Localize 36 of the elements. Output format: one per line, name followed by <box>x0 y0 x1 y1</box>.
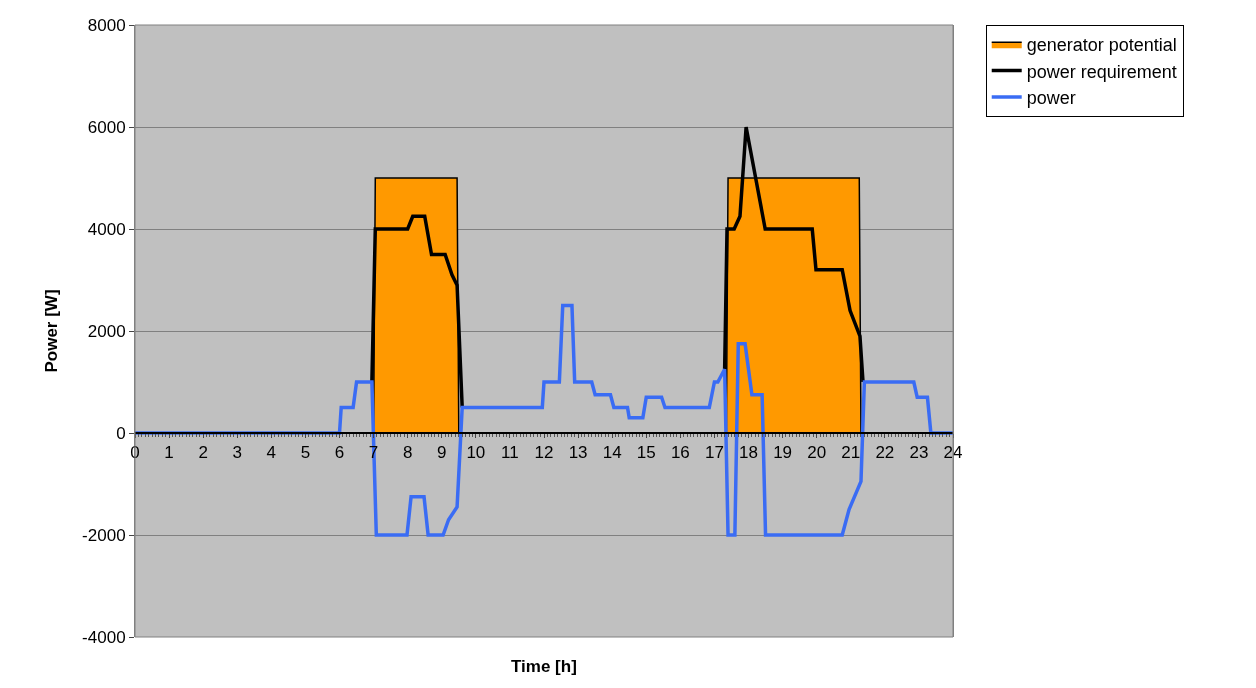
y-tick-label: 8000 <box>87 15 126 35</box>
x-tick-label: 9 <box>437 443 447 463</box>
x-tick-label: 0 <box>130 443 140 463</box>
legend-label: power <box>1026 88 1076 109</box>
x-tick-label: 8 <box>402 443 413 463</box>
y-tick-label: 4000 <box>87 219 126 239</box>
x-tick-label: 14 <box>602 443 622 463</box>
x-axis-title: Time [h] <box>511 657 577 676</box>
y-tick-label: -2000 <box>82 525 126 545</box>
x-tick-label: 16 <box>670 443 690 463</box>
x-tick-label: 12 <box>534 443 554 463</box>
x-tick-label: 5 <box>300 443 311 463</box>
x-tick-label: 1 <box>164 443 174 463</box>
x-tick-label: 23 <box>909 443 929 463</box>
x-tick-label: 10 <box>466 443 486 463</box>
y-tick-label: 6000 <box>87 117 126 137</box>
x-tick-label: 24 <box>943 443 963 463</box>
x-tick-label: 13 <box>568 443 588 463</box>
x-tick-label: 3 <box>232 443 242 463</box>
x-tick-label: 22 <box>875 443 895 463</box>
x-tick-label: 6 <box>334 443 345 463</box>
y-tick-label: -4000 <box>82 627 126 647</box>
x-tick-label: 4 <box>266 443 277 463</box>
legend-label: power requirement <box>1026 61 1177 82</box>
y-axis-title: Power [W] <box>41 289 61 373</box>
x-tick-label: 2 <box>198 443 208 463</box>
x-tick-label: 18 <box>739 443 758 463</box>
x-tick-label: 15 <box>636 443 656 463</box>
y-tick-label: 0 <box>116 423 126 443</box>
x-tick-label: 19 <box>773 443 793 463</box>
x-tick-label: 17 <box>704 443 724 463</box>
x-tick-label: 20 <box>807 443 827 463</box>
x-tick-label: 21 <box>841 443 861 463</box>
legend-label: generator potential <box>1026 35 1177 56</box>
x-tick-label: 11 <box>501 443 519 463</box>
y-tick-label: 2000 <box>87 321 126 341</box>
